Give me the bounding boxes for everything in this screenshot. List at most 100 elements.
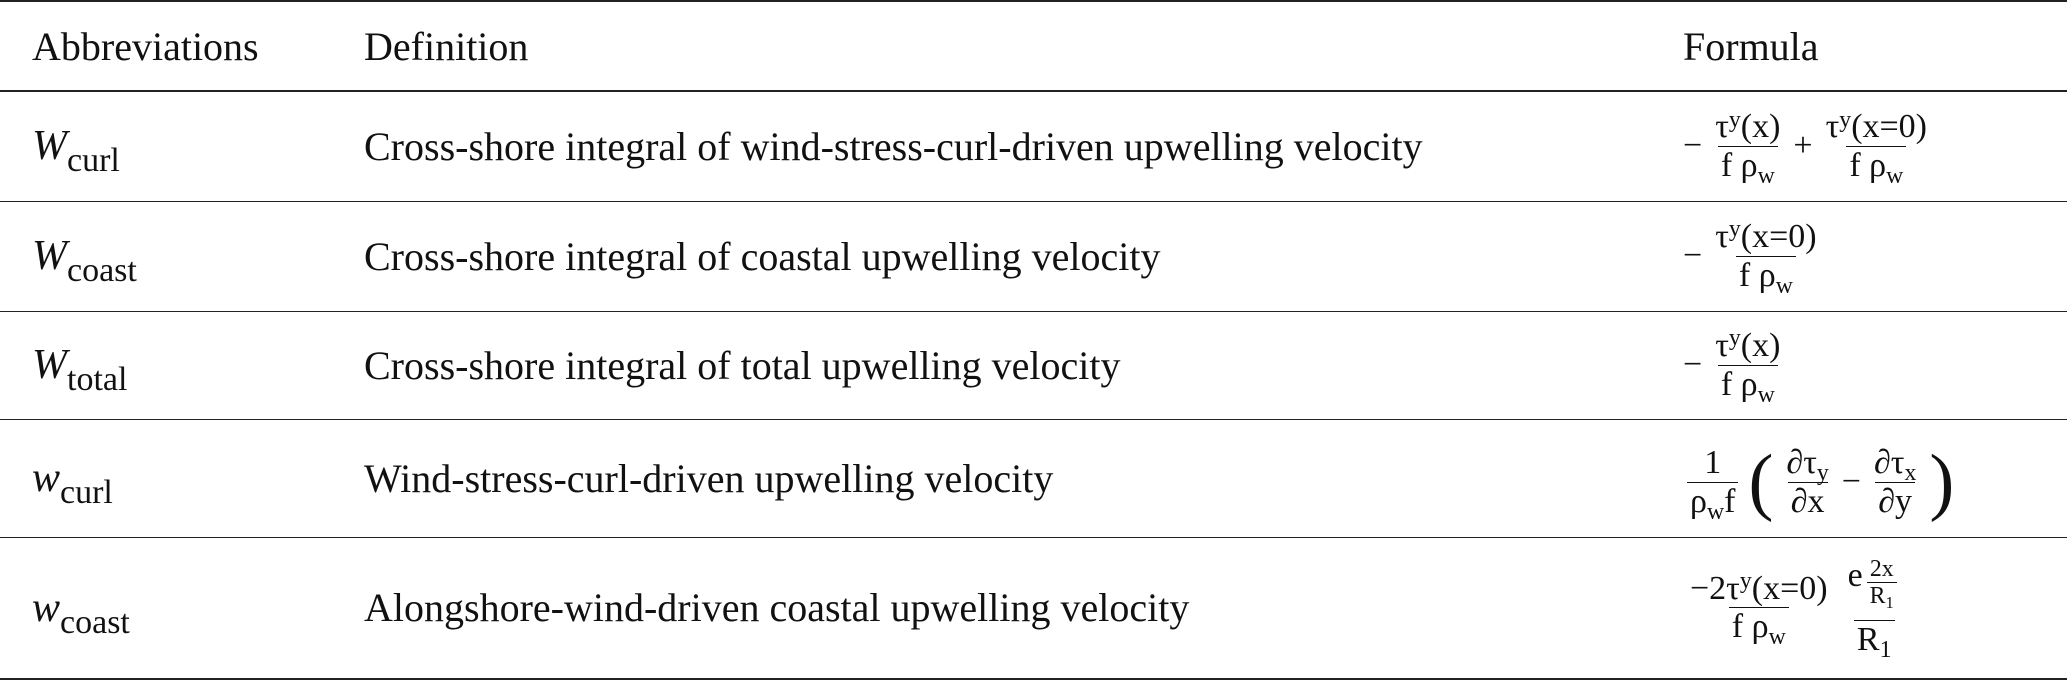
table-row: Wtotal Cross-shore integral of total upwe… xyxy=(0,311,2067,419)
header-row: Abbreviations Definition Formula xyxy=(0,1,2067,91)
formula-text: f ρ xyxy=(1738,256,1776,294)
definition-cell: Cross-shore integral of wind-stress-curl… xyxy=(364,123,1423,169)
formula-text: 2x xyxy=(1869,555,1894,582)
abbreviation-cell: Wtotal xyxy=(0,311,364,419)
formula-text: − xyxy=(1683,127,1703,165)
formula-text: (x=0) xyxy=(1751,569,1828,607)
formula-text: f ρ xyxy=(1720,146,1758,184)
table-head: Abbreviations Definition Formula xyxy=(0,1,2067,91)
abbreviation-cell: wcurl xyxy=(0,419,364,537)
subscript: w xyxy=(1775,272,1793,299)
abbreviation-subscript: coast xyxy=(67,252,137,289)
fraction: e 2x R 1 R 1 xyxy=(1845,556,1904,663)
definition-cell: Alongshore-wind-driven coastal upwelling… xyxy=(364,585,1190,631)
header-cell: Formula xyxy=(1683,23,1819,69)
supscript: y xyxy=(1728,106,1741,133)
formula-text: f ρ xyxy=(1720,365,1758,403)
numerator: τ y (x) xyxy=(1712,106,1783,146)
formula: −2τ y (x=0) f ρ w e 2x R 1 R 1 xyxy=(1683,556,1908,663)
formula-text: − xyxy=(1683,346,1703,383)
subscript: w xyxy=(1768,624,1786,651)
supscript: y xyxy=(1728,216,1741,243)
numerator: 2x xyxy=(1867,556,1897,582)
subscript: x xyxy=(1904,460,1917,487)
supscript: y xyxy=(1739,568,1752,595)
formula-text: (x=0) xyxy=(1851,108,1928,146)
numerator: ∂τ x xyxy=(1871,444,1919,486)
abbreviation-subscript: curl xyxy=(67,142,120,180)
supscript: y xyxy=(1728,325,1741,352)
abbreviation-base: W xyxy=(32,233,67,279)
definition-cell: Wind-stress-curl-driven upwelling veloci… xyxy=(364,455,1054,501)
formula-text: ρ xyxy=(1690,482,1707,520)
abbreviation-cell: Wcoast xyxy=(0,201,364,311)
table-body: Wcurl Cross-shore integral of wind-stress… xyxy=(0,91,2067,679)
fraction: ∂τ y ∂x xyxy=(1783,444,1831,520)
definition-cell: Cross-shore integral of coastal upwellin… xyxy=(364,233,1161,279)
formula-text: τ xyxy=(1825,108,1840,146)
formula-cell: −2τ y (x=0) f ρ w e 2x R 1 R 1 xyxy=(1683,537,2067,679)
formula-text: τ xyxy=(1715,218,1729,256)
header-cell: Definition xyxy=(364,23,529,69)
subscript: 1 xyxy=(1885,592,1894,612)
fraction: 2x R 1 xyxy=(1866,556,1897,612)
supscript: y xyxy=(1839,106,1852,133)
parenthesis: ( xyxy=(1748,439,1774,523)
formula-text: 1 xyxy=(1704,444,1722,482)
abbreviation-base: w xyxy=(32,584,61,631)
numerator: τ y (x) xyxy=(1712,325,1783,365)
subscript: w xyxy=(1886,162,1904,189)
formula-text: (x=0) xyxy=(1740,218,1817,256)
formula-text: τ xyxy=(1715,108,1729,146)
formula-text: R xyxy=(1856,620,1880,658)
table-row: wcoast Alongshore-wind-driven coastal upw… xyxy=(0,537,2067,679)
subscript: w xyxy=(1706,498,1725,525)
subscript: y xyxy=(1816,460,1829,487)
formula-text: ∂x xyxy=(1790,482,1825,520)
table-row: Wcoast Cross-shore integral of coastal up… xyxy=(0,201,2067,311)
abbreviation-base: W xyxy=(32,123,67,170)
parenthesis: ) xyxy=(1929,439,1955,523)
abbreviation-subscript: total xyxy=(67,361,128,398)
numerator: ∂τ y xyxy=(1783,444,1831,486)
formula-text: ∂τ xyxy=(1786,444,1817,482)
formula-text: f xyxy=(1724,482,1736,520)
numerator: τ y (x=0) xyxy=(1823,106,1930,146)
fraction: ∂τ x ∂y xyxy=(1871,444,1919,520)
numerator: τ y (x=0) xyxy=(1712,216,1819,256)
formula-text: R xyxy=(1869,582,1886,609)
denominator: ∂y xyxy=(1875,481,1916,520)
numerator: 1 xyxy=(1701,444,1724,481)
formula-text: (x) xyxy=(1740,108,1781,146)
abbreviation-subscript: curl xyxy=(60,474,113,511)
abbreviation-cell: wcoast xyxy=(0,537,364,679)
formula-text: e xyxy=(1847,557,1863,595)
abbreviation-subscript: coast xyxy=(60,603,130,641)
supscript: 2x R 1 xyxy=(1863,556,1901,612)
formula-text: f ρ xyxy=(1849,146,1887,184)
formula-text: (x) xyxy=(1740,327,1781,365)
subscript: 1 xyxy=(1879,636,1892,663)
abbreviation-base: w xyxy=(32,455,61,501)
formula-text: ∂τ xyxy=(1873,444,1905,482)
numerator: −2τ y (x=0) xyxy=(1687,568,1831,607)
